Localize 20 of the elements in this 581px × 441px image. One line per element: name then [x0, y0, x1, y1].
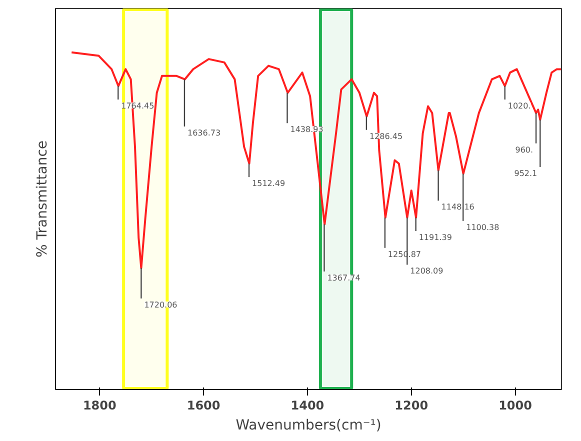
- y-axis-title: % Transmittance: [34, 140, 50, 258]
- annotation: 1367.74: [327, 273, 360, 282]
- annotation: 1191.39: [418, 233, 452, 242]
- annotation: 952.1: [514, 168, 538, 178]
- annotation: 1020.: [508, 102, 531, 111]
- annotation: 1764.45: [121, 102, 154, 111]
- annotation: 1636.73: [187, 128, 221, 138]
- annotation: 960.: [515, 145, 534, 154]
- annotation: 1286.45: [369, 132, 403, 141]
- annotation: 1438.93: [290, 125, 324, 134]
- annotation: 1100.38: [466, 222, 500, 232]
- x-tick-label: 1400: [290, 398, 324, 412]
- annotation: 1208.09: [410, 266, 444, 276]
- x-tick-label: 1800: [82, 398, 116, 412]
- x-axis-title: Wavenumbers(cm⁻¹): [236, 418, 382, 434]
- x-tick-label: 1200: [394, 398, 428, 412]
- x-tick-label: 1600: [186, 398, 220, 412]
- annotation: 1720.06: [144, 300, 178, 310]
- x-tick-label: 1000: [498, 398, 532, 412]
- annotation: 1512.49: [252, 179, 286, 188]
